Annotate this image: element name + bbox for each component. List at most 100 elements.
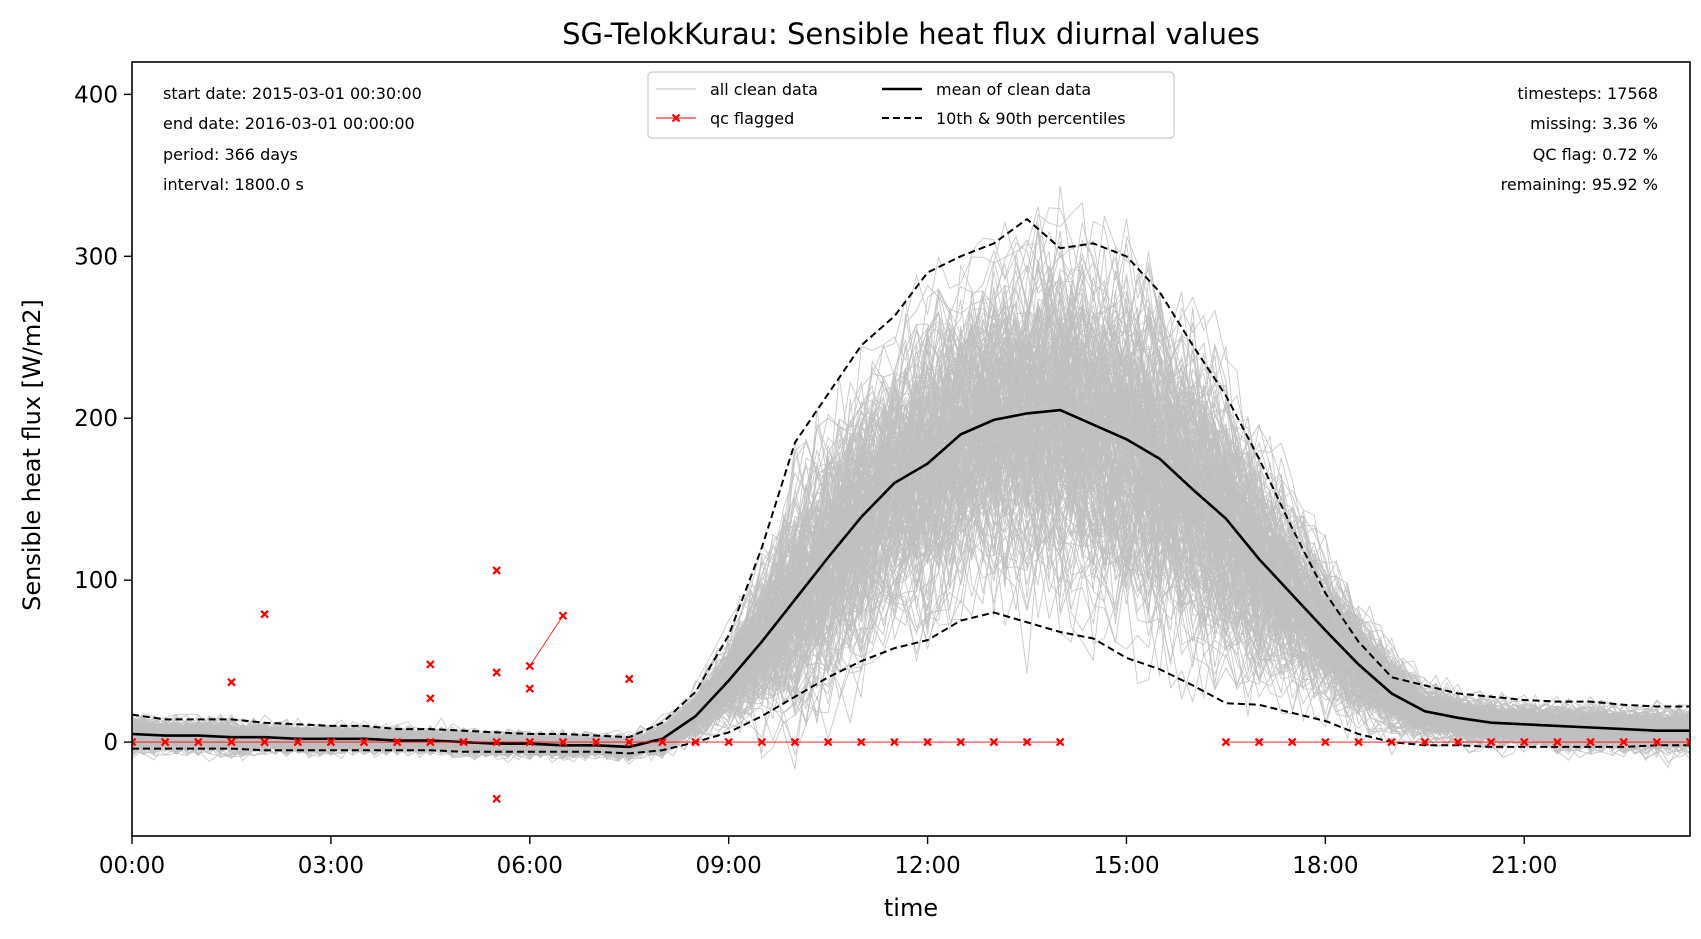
y-tick-label: 400: [74, 82, 118, 108]
qc-flag-marker: [1287, 737, 1297, 747]
qc-flag-marker: [132, 737, 137, 747]
qc-flag-marker: [326, 737, 336, 747]
series-line-p10: [132, 611, 1690, 755]
clean-data-line: [132, 510, 1690, 758]
clean-data-lines: [132, 185, 1690, 770]
qc-flag-marker: [624, 737, 634, 747]
clean-data-line: [132, 371, 1690, 752]
stat-qc-flag: QC flag: 0.72 %: [1533, 145, 1658, 164]
qc-flag-marker: [724, 737, 733, 747]
qc-flag-marker: [227, 737, 236, 747]
stat-period: period: 366 days: [163, 145, 298, 164]
stat-timesteps: timesteps: 17568: [1518, 84, 1658, 103]
legend-swatch-qc-marker: [671, 113, 681, 123]
qc-flag-marker: [956, 737, 966, 747]
qc-flag-marker: [426, 660, 435, 669]
stats-right: timesteps: 17568 missing: 3.36 % QC flag…: [1501, 84, 1658, 194]
qc-flag-marker: [525, 684, 535, 693]
qc-flag-marker: [558, 611, 568, 621]
chart-title: SG-TelokKurau: Sensible heat flux diurna…: [562, 17, 1260, 51]
qc-segment: [529, 615, 564, 667]
legend: all clean data qc flagged mean of clean …: [647, 71, 1175, 139]
axis-ticks: 00:00 03:00 06:00 09:00 12:00 15:00 18:00 21:00…: [74, 82, 1557, 879]
stats-left: start date: 2015-03-01 00:30:00 end date…: [163, 84, 422, 194]
qc-flag-marker: [492, 566, 501, 575]
qc-flag-marker: [757, 737, 767, 747]
qc-flag-marker: [492, 668, 501, 677]
qc-flag-marker: [525, 737, 535, 747]
qc-flag-marker: [1022, 737, 1032, 747]
qc-flag-marker: [260, 737, 269, 747]
x-tick-label: 06:00: [497, 853, 563, 879]
qc-flag-marker: [492, 737, 501, 747]
qc-flag-marker: [1453, 737, 1463, 747]
qc-flagged-points: [132, 566, 1690, 804]
qc-flag-marker: [1254, 737, 1264, 747]
qc-flag-marker: [989, 737, 999, 747]
y-axis-label: Sensible heat flux [W/m2]: [18, 299, 46, 611]
qc-flag-marker: [426, 737, 435, 747]
x-tick-label: 15:00: [1093, 853, 1159, 879]
qc-flag-marker: [1420, 737, 1430, 747]
series-lines: [132, 217, 1690, 755]
qc-flag-marker: [1685, 737, 1690, 747]
clean-data-line: [132, 206, 1690, 746]
plot-frame: [131, 61, 1691, 837]
clean-data-line: [132, 308, 1690, 749]
qc-flag-marker: [790, 737, 800, 747]
qc-flag-marker: [260, 609, 269, 619]
legend-label-mean: mean of clean data: [936, 80, 1091, 99]
qc-flag-marker: [890, 737, 899, 747]
qc-flag-marker: [1221, 737, 1231, 747]
qc-flag-marker: [1586, 737, 1595, 747]
series-line-mean: [132, 408, 1690, 749]
x-tick-label: 18:00: [1292, 853, 1358, 879]
stat-interval: interval: 1800.0 s: [163, 175, 304, 194]
qc-flag-marker: [1354, 737, 1363, 747]
qc-flag-marker: [923, 737, 932, 747]
x-tick-label: 03:00: [298, 853, 364, 879]
qc-flag-marker: [293, 737, 303, 747]
series-line-p90: [132, 217, 1690, 739]
stat-remaining: remaining: 95.92 %: [1501, 175, 1658, 194]
legend-label-qc: qc flagged: [710, 109, 794, 128]
qc-flag-marker: [591, 737, 601, 747]
stat-missing: missing: 3.36 %: [1530, 114, 1658, 133]
qc-flag-marker: [1553, 737, 1562, 747]
qc-flag-marker: [558, 737, 568, 747]
qc-flag-marker: [1055, 737, 1065, 747]
qc-flag-marker: [1519, 737, 1529, 747]
x-tick-label: 09:00: [696, 853, 762, 879]
x-tick-label: 00:00: [99, 853, 165, 879]
qc-flag-marker: [1652, 737, 1662, 747]
x-axis-label: time: [884, 894, 938, 922]
qc-flag-marker: [856, 737, 866, 747]
legend-label-clean: all clean data: [710, 80, 818, 99]
qc-flag-marker: [194, 737, 203, 747]
legend-label-percentiles: 10th & 90th percentiles: [936, 109, 1126, 128]
qc-flag-marker: [525, 661, 535, 671]
qc-flag-marker: [392, 737, 402, 747]
qc-flag-marker: [1486, 737, 1496, 747]
x-tick-label: 12:00: [894, 853, 960, 879]
y-tick-label: 100: [74, 568, 118, 594]
qc-flag-marker: [1321, 737, 1330, 747]
clean-data-line: [132, 458, 1690, 763]
qc-flag-marker: [426, 694, 435, 703]
y-tick-label: 300: [74, 244, 118, 270]
clean-data-line: [132, 489, 1690, 760]
qc-flag-marker: [624, 674, 634, 684]
qc-flag-marker: [1619, 737, 1628, 747]
clean-data-line: [132, 269, 1690, 751]
qc-flag-marker: [359, 737, 369, 747]
legend-box: [647, 71, 1175, 139]
y-tick-label: 200: [74, 406, 118, 432]
stat-start-date: start date: 2015-03-01 00:30:00: [163, 84, 422, 103]
qc-flag-marker: [492, 794, 501, 804]
qc-flag-marker: [459, 737, 468, 747]
qc-flag-marker: [691, 737, 700, 747]
stat-end-date: end date: 2016-03-01 00:00:00: [163, 114, 415, 133]
qc-flag-marker: [160, 737, 170, 747]
x-tick-label: 21:00: [1491, 853, 1557, 879]
